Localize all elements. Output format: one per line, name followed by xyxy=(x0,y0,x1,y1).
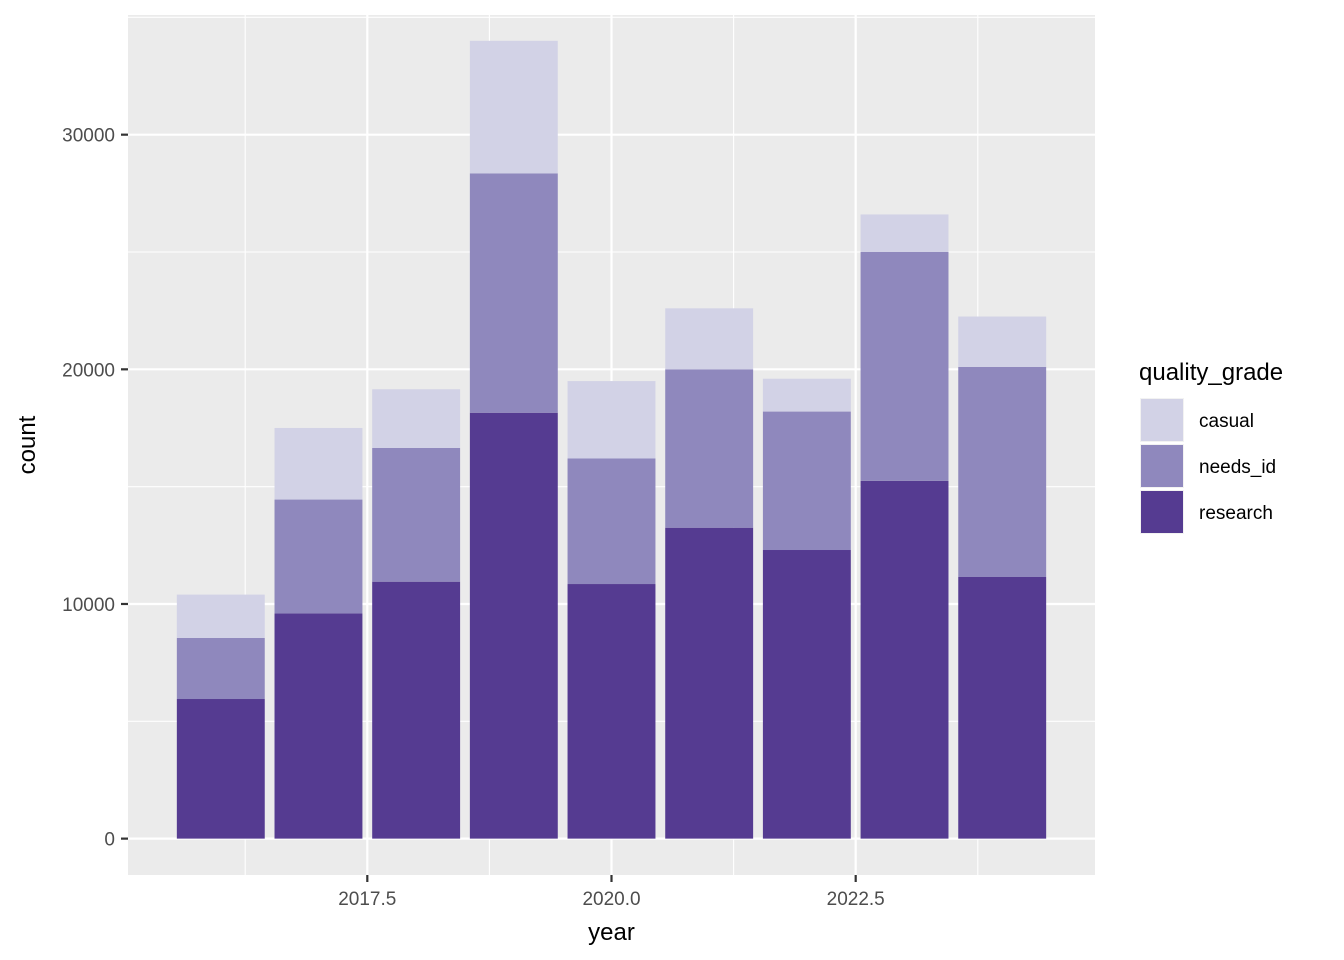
y-axis: 0 10000 20000 30000 xyxy=(62,126,128,851)
bar-casual-2019 xyxy=(469,40,558,174)
legend-swatch-casual xyxy=(1141,399,1183,441)
legend-swatch-needs_id xyxy=(1141,445,1183,487)
bar-research-2021 xyxy=(665,527,754,839)
bar-casual-2018 xyxy=(372,389,461,448)
bar-research-2023 xyxy=(860,480,949,839)
bar-needs_id-2022 xyxy=(762,411,851,551)
y-tick-label: 0 xyxy=(104,830,115,851)
y-tick-label: 30000 xyxy=(62,126,115,147)
bar-casual-2022 xyxy=(762,378,851,412)
bar-research-2018 xyxy=(372,581,461,839)
bar-casual-2020 xyxy=(567,381,656,459)
bar-needs_id-2021 xyxy=(665,369,754,528)
bar-casual-2016 xyxy=(176,594,265,639)
y-tick-label: 20000 xyxy=(62,360,115,381)
x-tick-label: 2017.5 xyxy=(338,889,396,910)
x-axis-title: year xyxy=(588,919,635,946)
bar-needs_id-2020 xyxy=(567,458,656,585)
bar-needs_id-2019 xyxy=(469,173,558,413)
bar-research-2016 xyxy=(176,699,265,839)
bar-casual-2024 xyxy=(958,316,1047,367)
bar-needs_id-2016 xyxy=(176,638,265,700)
bar-research-2020 xyxy=(567,584,656,839)
x-tick-label: 2022.5 xyxy=(827,889,885,910)
bar-needs_id-2023 xyxy=(860,251,949,481)
bars xyxy=(176,40,1047,839)
legend-label-research: research xyxy=(1199,503,1273,524)
legend-title: quality_grade xyxy=(1139,359,1283,386)
legend-swatch-research xyxy=(1141,491,1183,533)
bar-needs_id-2017 xyxy=(274,499,363,614)
y-axis-title: count xyxy=(14,415,41,474)
bar-research-2019 xyxy=(469,412,558,839)
y-tick-label: 10000 xyxy=(62,595,115,616)
bar-needs_id-2024 xyxy=(958,366,1047,577)
legend: quality_grade casual needs_id research xyxy=(1139,359,1283,534)
bar-casual-2017 xyxy=(274,427,363,500)
x-tick-label: 2020.0 xyxy=(582,889,640,910)
x-axis: 2017.5 2020.0 2022.5 xyxy=(338,875,885,910)
bar-research-2022 xyxy=(762,550,851,839)
legend-label-needs_id: needs_id xyxy=(1199,457,1276,478)
bar-casual-2023 xyxy=(860,214,949,252)
legend-label-casual: casual xyxy=(1199,411,1254,432)
bar-research-2017 xyxy=(274,613,363,839)
bar-casual-2021 xyxy=(665,308,754,370)
bar-research-2024 xyxy=(958,576,1047,839)
bar-needs_id-2018 xyxy=(372,447,461,582)
